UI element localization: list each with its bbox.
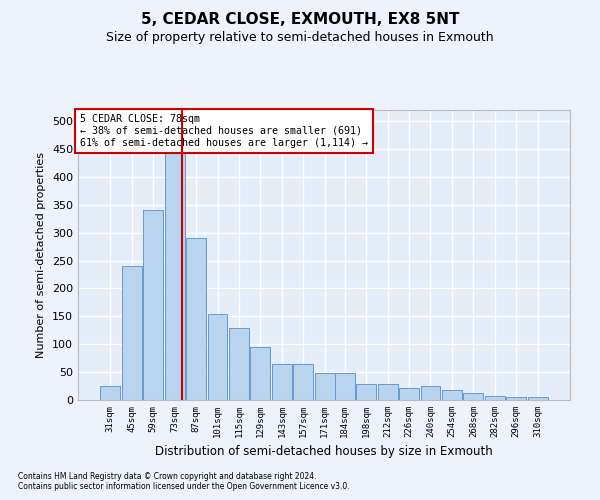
Bar [229, 328, 249, 400]
Text: 5, CEDAR CLOSE, EXMOUTH, EX8 5NT: 5, CEDAR CLOSE, EXMOUTH, EX8 5NT [141, 12, 459, 28]
Bar [272, 364, 292, 400]
Text: Size of property relative to semi-detached houses in Exmouth: Size of property relative to semi-detach… [106, 31, 494, 44]
Bar [377, 384, 398, 400]
X-axis label: Distribution of semi-detached houses by size in Exmouth: Distribution of semi-detached houses by … [155, 446, 493, 458]
Bar [421, 386, 440, 400]
Y-axis label: Number of semi-detached properties: Number of semi-detached properties [37, 152, 46, 358]
Bar [442, 390, 462, 400]
Bar [399, 388, 419, 400]
Bar [463, 394, 484, 400]
Bar [122, 266, 142, 400]
Bar [315, 373, 335, 400]
Bar [208, 314, 227, 400]
Bar [250, 347, 271, 400]
Text: Contains HM Land Registry data © Crown copyright and database right 2024.: Contains HM Land Registry data © Crown c… [18, 472, 317, 481]
Bar [100, 386, 120, 400]
Bar [186, 238, 206, 400]
Bar [485, 396, 505, 400]
Bar [143, 210, 163, 400]
Bar [164, 144, 185, 400]
Text: Contains public sector information licensed under the Open Government Licence v3: Contains public sector information licen… [18, 482, 350, 491]
Bar [506, 396, 526, 400]
Bar [335, 373, 355, 400]
Bar [356, 384, 376, 400]
Text: 5 CEDAR CLOSE: 78sqm
← 38% of semi-detached houses are smaller (691)
61% of semi: 5 CEDAR CLOSE: 78sqm ← 38% of semi-detac… [80, 114, 368, 148]
Bar [293, 364, 313, 400]
Bar [528, 397, 548, 400]
